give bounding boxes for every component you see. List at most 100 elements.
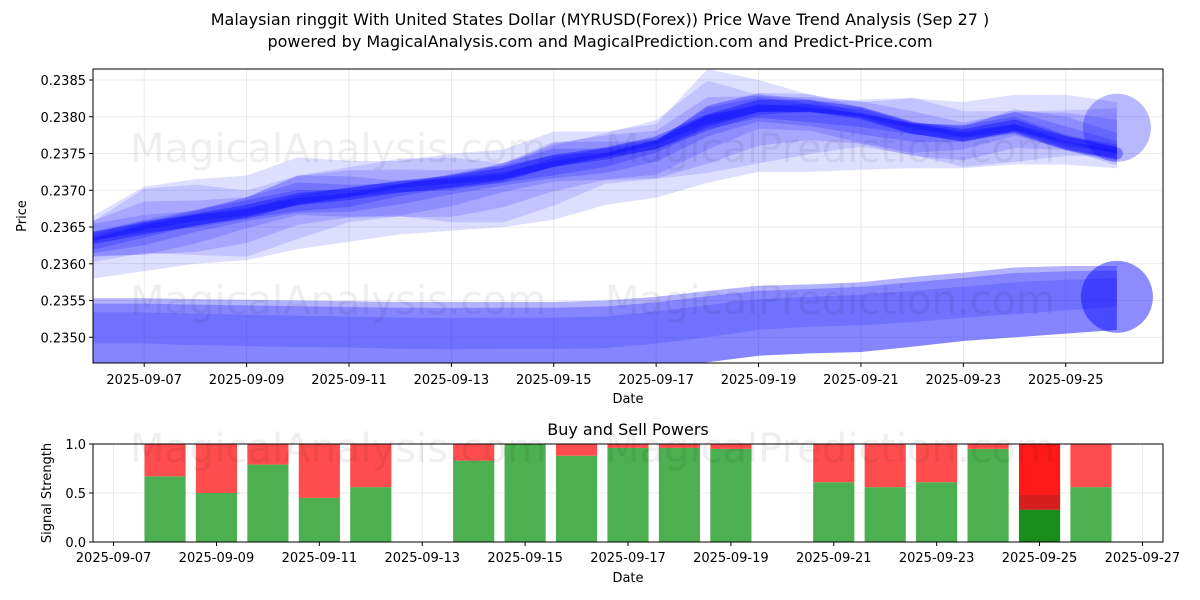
sell-bar (195, 444, 238, 493)
buy-bar (967, 448, 1009, 542)
chart-title-line1: Malaysian ringgit With United States Dol… (211, 10, 990, 29)
buy-bar (298, 497, 340, 542)
price-y-tick-label: 0.2385 (41, 74, 87, 89)
buy-bar (144, 476, 186, 542)
buy-bar (195, 493, 238, 542)
signal-x-tick-label: 2025-09-07 (76, 551, 152, 566)
upper-wave-core (93, 99, 1123, 244)
buy-bar (453, 460, 495, 542)
price-y-axis-label: Price (15, 200, 30, 232)
upper-wave-band (93, 92, 1117, 256)
chart-title-line2: powered by MagicalAnalysis.com and Magic… (267, 32, 932, 51)
price-grid (93, 69, 1163, 363)
price-y-tick-label: 0.2350 (41, 331, 87, 346)
buy-bar (916, 482, 958, 542)
buy-sell-panel: Buy and Sell Powers MagicalAnalysis.com … (40, 420, 1180, 586)
price-x-tick-label: 2025-09-13 (414, 373, 490, 388)
price-x-tick-label: 2025-09-19 (721, 373, 797, 388)
sell-bar (916, 444, 958, 483)
lower-wave-band (93, 270, 1117, 363)
price-x-tick-label: 2025-09-07 (106, 373, 182, 388)
sell-bar (298, 444, 340, 498)
signal-y-tick-label: 1.0 (65, 438, 86, 453)
lower-wave-envelope (93, 266, 1117, 363)
signal-x-tick-label: 2025-09-25 (1002, 551, 1078, 566)
signal-x-tick-label: 2025-09-09 (179, 551, 255, 566)
price-y-tick-label: 0.2365 (41, 221, 87, 236)
price-waves (93, 69, 1153, 363)
upper-wave-band (93, 80, 1117, 263)
buy-bar (504, 444, 546, 542)
watermark-left-mid: MagicalAnalysis.com (130, 278, 546, 324)
price-x-tick-label: 2025-09-15 (516, 373, 592, 388)
sell-bar (607, 444, 649, 448)
price-x-tick-label: 2025-09-25 (1028, 373, 1104, 388)
watermark-left-top: MagicalAnalysis.com (130, 126, 546, 172)
signal-x-tick-label: 2025-09-21 (796, 551, 872, 566)
buy-bar (864, 487, 906, 542)
sell-bar (144, 444, 186, 477)
sell-bar (555, 444, 598, 456)
price-y-tick-label: 0.2360 (41, 258, 87, 273)
sell-bar (1070, 444, 1112, 488)
buy-bar (607, 447, 649, 542)
buy-bar (350, 487, 392, 542)
signal-x-tick-label: 2025-09-17 (590, 551, 666, 566)
buy-bar (555, 455, 598, 542)
upper-wave-band (93, 104, 1117, 240)
signal-y-tick-label: 0.5 (65, 487, 86, 502)
price-x-ticks: 2025-09-07 2025-09-09 2025-09-11 2025-09-13… (106, 363, 1104, 388)
price-x-tick-label: 2025-09-23 (926, 373, 1002, 388)
price-x-tick-label: 2025-09-09 (209, 373, 285, 388)
upper-wave-band (93, 94, 1117, 254)
price-x-tick-label: 2025-09-17 (618, 373, 694, 388)
sell-bar (453, 444, 495, 461)
price-y-tick-label: 0.2380 (41, 111, 87, 126)
buy-bar (1018, 509, 1061, 542)
lower-wave-end-blob (1080, 260, 1153, 333)
sell-bar (247, 444, 289, 465)
watermark-right-top: MagicalPrediction.com (605, 126, 1055, 172)
signal-x-tick-label: 2025-09-19 (693, 551, 769, 566)
price-y-tick-label: 0.2375 (41, 148, 87, 163)
signal-x-tick-label: 2025-09-15 (487, 551, 563, 566)
price-wave-panel: MagicalAnalysis.com MagicalPrediction.co… (15, 68, 1164, 407)
signal-x-ticks: 2025-09-07 2025-09-09 2025-09-11 2025-09-13… (76, 542, 1180, 566)
buy-sell-title: Buy and Sell Powers (547, 420, 709, 439)
upper-wave-end-blob (1082, 93, 1151, 162)
price-x-tick-label: 2025-09-11 (311, 373, 387, 388)
signal-y-axis-label: Signal Strength (40, 443, 55, 543)
watermark-left-bottom: MagicalAnalysis.com (130, 426, 546, 472)
sell-bar (813, 444, 855, 483)
signal-x-axis-label: Date (612, 571, 643, 586)
price-y-ticks: 0.2350 0.2355 0.2360 0.2365 0.2370 0.2375 0.23… (41, 74, 93, 346)
signal-x-tick-label: 2025-09-11 (282, 551, 358, 566)
sell-bar (658, 444, 701, 448)
signal-x-tick-label: 2025-09-13 (384, 551, 460, 566)
sell-bar-overlap (1018, 494, 1061, 510)
sell-bar (864, 444, 906, 488)
signal-y-tick-label: 0.0 (65, 536, 86, 551)
watermark-right-bottom: MagicalPrediction.com (605, 426, 1055, 472)
sell-bar (710, 444, 752, 449)
buy-bar (813, 482, 855, 542)
upper-wave-envelope (93, 69, 1117, 279)
price-y-tick-label: 0.2370 (41, 184, 87, 199)
price-y-tick-label: 0.2355 (41, 295, 87, 310)
upper-wave-band (93, 96, 1117, 257)
signal-x-tick-label: 2025-09-27 (1105, 551, 1181, 566)
sell-bar (967, 444, 1009, 449)
price-x-axis-label: Date (612, 392, 643, 407)
buy-bar (658, 447, 701, 542)
price-x-tick-label: 2025-09-21 (823, 373, 899, 388)
signal-bars (144, 444, 1112, 542)
buy-bar (1070, 487, 1112, 542)
sell-bar (350, 444, 392, 488)
buy-bar (710, 448, 752, 542)
signal-x-tick-label: 2025-09-23 (899, 551, 975, 566)
lower-wave-band (93, 278, 1117, 350)
watermark-right-mid: MagicalPrediction.com (605, 278, 1055, 324)
buy-bar (247, 464, 289, 542)
signal-y-ticks: 0.0 0.5 1.0 (65, 438, 93, 551)
